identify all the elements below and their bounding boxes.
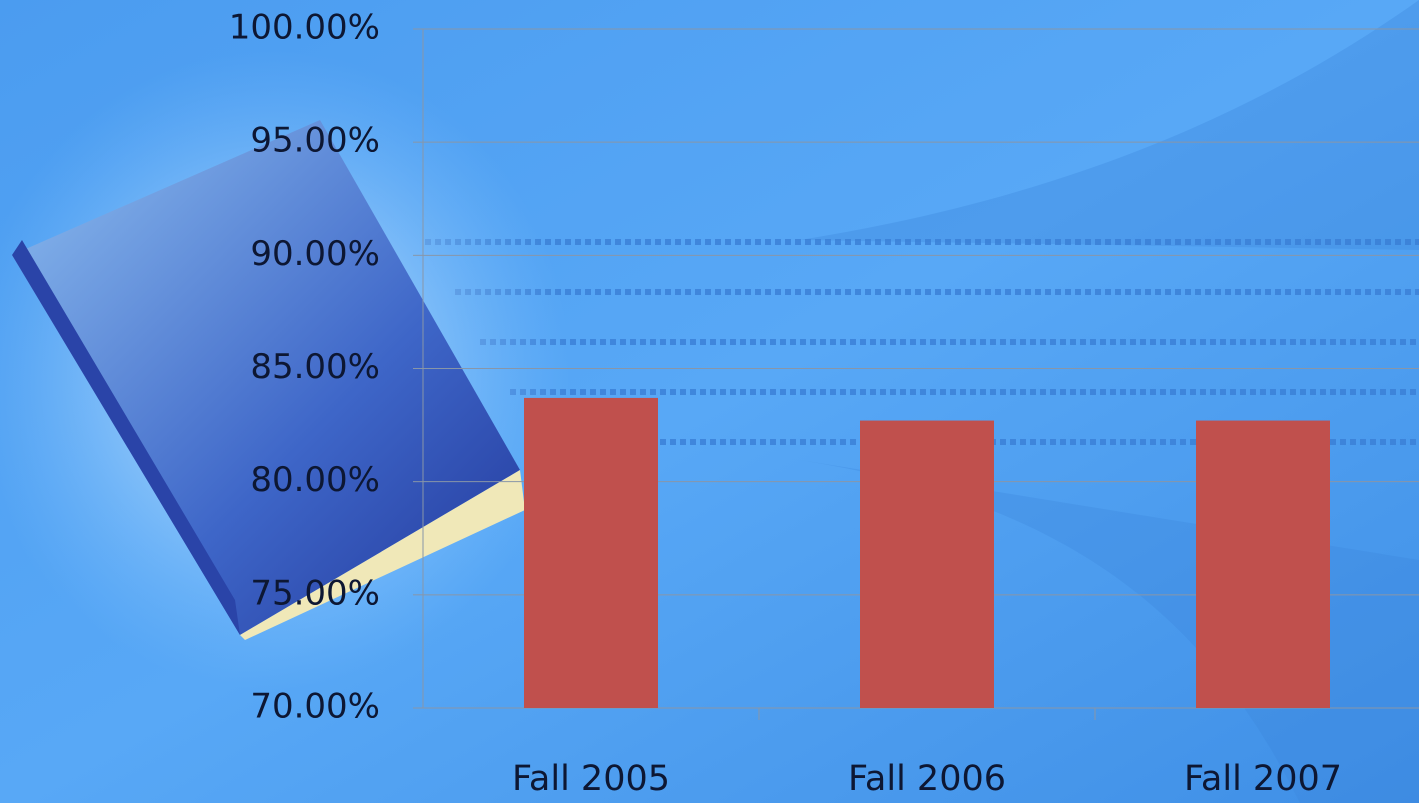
chart: 70.00% 75.00% 80.00% 85.00% 90.00% 95.00% 100.… bbox=[0, 0, 1419, 803]
y-tick-label: 80.00% bbox=[250, 460, 380, 500]
bar bbox=[860, 421, 994, 708]
x-tick-label: Fall 2006 bbox=[848, 759, 1006, 799]
y-tick-label: 90.00% bbox=[250, 234, 380, 274]
x-tick-label: Fall 2005 bbox=[512, 759, 670, 799]
x-tick-label: Fall 2007 bbox=[1184, 759, 1342, 799]
y-tick-label: 95.00% bbox=[250, 121, 380, 161]
y-tick-label: 75.00% bbox=[250, 573, 380, 613]
y-tick-label: 85.00% bbox=[250, 347, 380, 387]
bar bbox=[524, 398, 658, 708]
y-tick-label: 70.00% bbox=[250, 687, 380, 727]
page: 70.00% 75.00% 80.00% 85.00% 90.00% 95.00% 100.… bbox=[0, 0, 1419, 803]
bar bbox=[1196, 421, 1330, 708]
y-tick-label: 100.00% bbox=[229, 8, 380, 48]
